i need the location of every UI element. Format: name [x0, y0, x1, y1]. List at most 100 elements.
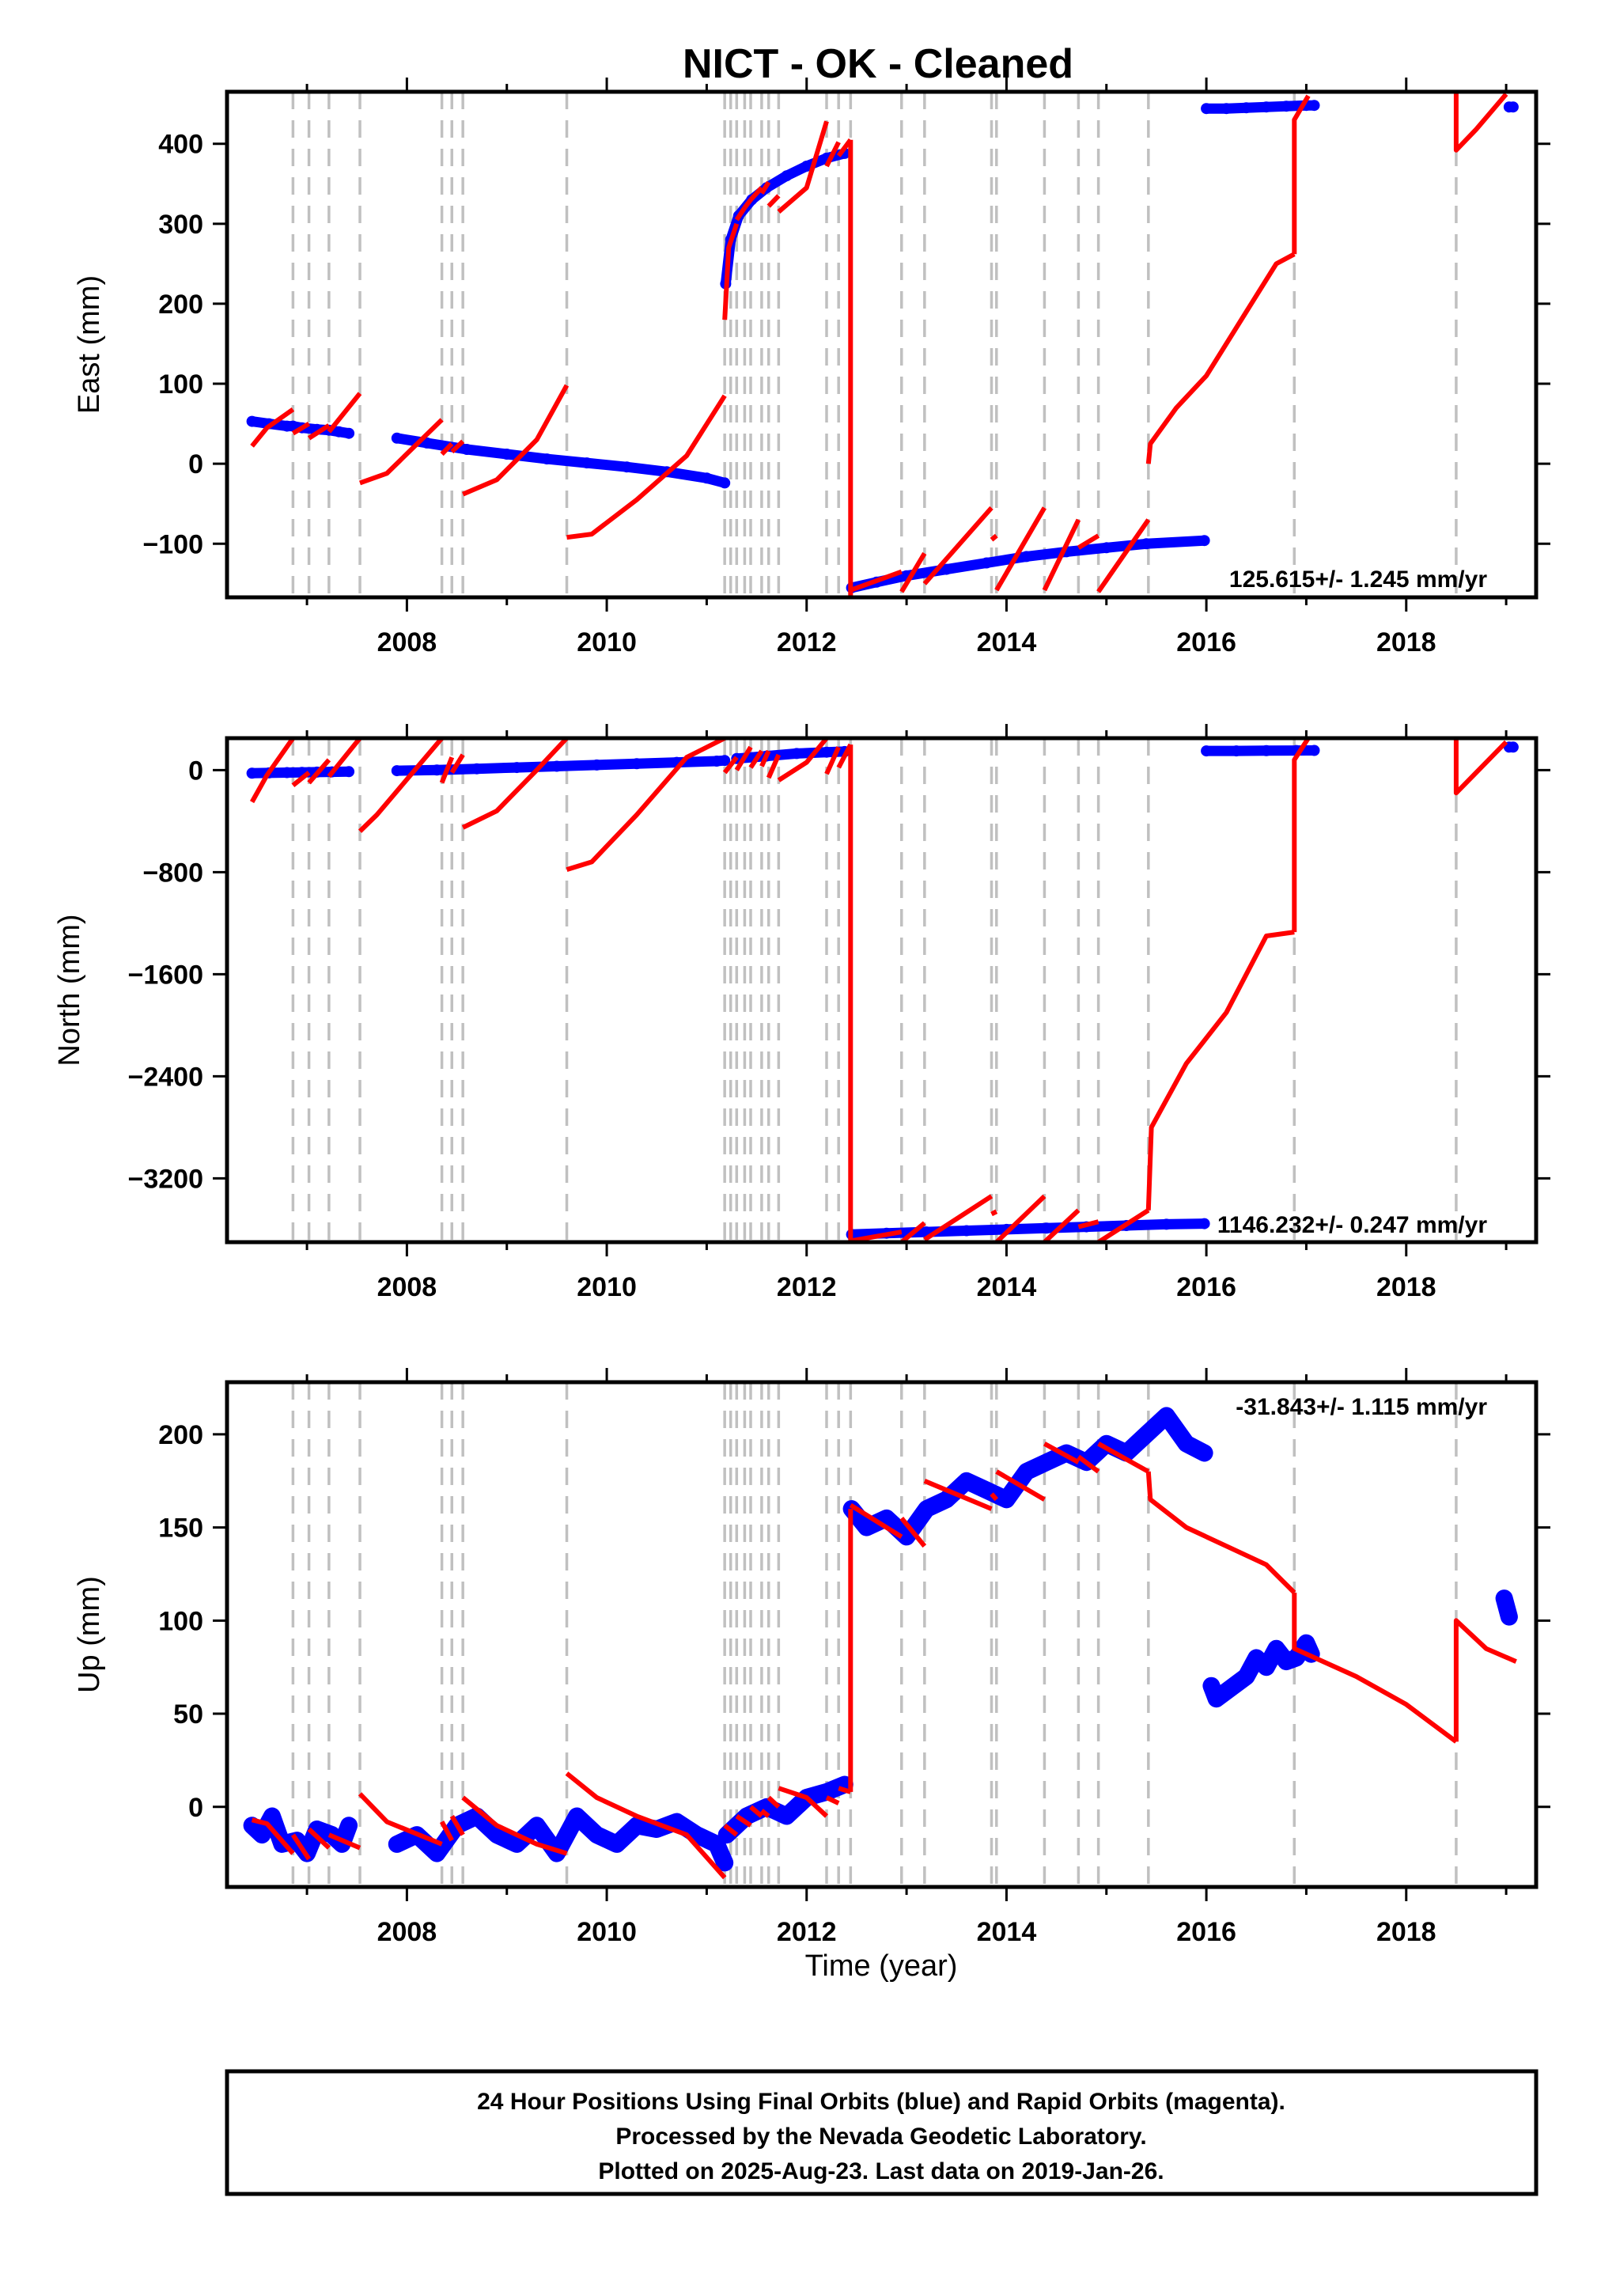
- x-tick-label: 2018: [1376, 627, 1436, 657]
- data-point: [791, 748, 803, 760]
- data-point: [471, 763, 483, 775]
- model-line: [824, 746, 841, 775]
- caption-box: 24 Hour Positions Using Final Orbits (bl…: [225, 2069, 1539, 2196]
- data-point: [779, 1809, 794, 1824]
- plot-area: [246, 92, 1519, 597]
- data-point: [879, 1510, 894, 1525]
- model-line: [327, 1832, 361, 1851]
- y-tick-label: −800: [142, 858, 203, 888]
- y-tick-label: −2400: [128, 1062, 204, 1092]
- data-point: [899, 1529, 914, 1544]
- model-line: [327, 392, 362, 434]
- data-point: [979, 1483, 994, 1498]
- model-line: [462, 384, 570, 497]
- model-line: [440, 441, 454, 457]
- model-line: [1042, 518, 1081, 592]
- data-point: [529, 1818, 544, 1833]
- caption-line-2: Processed by the Nevada Geodetic Laborat…: [615, 2124, 1146, 2150]
- data-point: [819, 1784, 834, 1799]
- data-point: [1019, 1464, 1034, 1479]
- data-point: [591, 759, 603, 771]
- model-line: [1145, 1471, 1296, 1595]
- data-point: [255, 1828, 270, 1843]
- data-point: [621, 461, 633, 473]
- model-line: [307, 1827, 331, 1850]
- y-tick-label: 0: [188, 1793, 203, 1823]
- model-line: [1292, 738, 1311, 933]
- data-point: [490, 1828, 505, 1843]
- model-line: [760, 1809, 770, 1818]
- data-point: [1239, 1669, 1254, 1684]
- data-point: [1240, 102, 1252, 114]
- model-line: [1097, 1442, 1150, 1474]
- data-point: [1249, 1650, 1264, 1665]
- data-point: [1221, 103, 1232, 115]
- data-point: [342, 1818, 357, 1833]
- data-point: [919, 1502, 934, 1517]
- model-line: [1453, 1618, 1517, 1742]
- model-line: [748, 749, 764, 769]
- x-tick-label: 2012: [777, 1272, 837, 1302]
- data-point: [719, 755, 731, 767]
- data-point: [1507, 101, 1519, 113]
- model-line: [759, 180, 771, 195]
- data-point: [959, 1473, 974, 1488]
- y-tick-label: −3200: [128, 1164, 204, 1194]
- data-point: [717, 1855, 732, 1870]
- y-tick-label: 100: [158, 1606, 203, 1636]
- model-line: [1043, 1442, 1080, 1464]
- plot-area: [246, 738, 1519, 1242]
- model-line: [291, 771, 311, 788]
- model-line: [1043, 1208, 1081, 1242]
- model-line: [461, 738, 569, 830]
- data-point: [689, 1828, 704, 1843]
- caption-line-3: Plotted on 2025-Aug-23. Last data on 201…: [598, 2158, 1164, 2184]
- model-line: [734, 745, 753, 771]
- data-point: [1289, 1650, 1304, 1665]
- model-line: [899, 1516, 927, 1548]
- model-line: [307, 758, 331, 785]
- model-line: [1453, 738, 1508, 796]
- x-tick-label: 2018: [1376, 1272, 1436, 1302]
- panel-east: 2008 2010 2012 2014 2016 2018 −100 0 100 200 300 40…: [73, 78, 1550, 657]
- x-tick-label: 2008: [377, 1272, 437, 1302]
- data-point: [1260, 744, 1272, 756]
- y-axis-label: North (mm): [53, 914, 86, 1066]
- model-line: [1096, 518, 1151, 593]
- model-line: [824, 141, 841, 168]
- model-line: [565, 1771, 727, 1880]
- data-point: [1160, 1218, 1172, 1230]
- model-line: [1292, 1593, 1458, 1744]
- data-point: [1501, 1609, 1516, 1624]
- data-point: [430, 1846, 445, 1861]
- data-point: [719, 477, 731, 489]
- x-tick-label: 2010: [577, 627, 637, 657]
- model-line: [566, 738, 726, 872]
- y-axis-label: Up (mm): [73, 1576, 106, 1693]
- data-point: [939, 1492, 954, 1507]
- data-point: [1039, 1455, 1054, 1470]
- data-point: [570, 1809, 585, 1824]
- y-tick-label: 0: [188, 449, 203, 479]
- model-line: [923, 1194, 994, 1242]
- data-point: [281, 767, 293, 779]
- panel-north: 2008 2010 2012 2014 2016 2018 −3200 −2400 −1600 −…: [53, 724, 1550, 1302]
- data-point: [1204, 1678, 1219, 1693]
- y-tick-label: 200: [158, 290, 203, 320]
- model-line: [327, 738, 362, 779]
- y-tick-label: 0: [188, 756, 203, 786]
- model-line: [1077, 533, 1100, 550]
- model-line: [995, 1469, 1046, 1502]
- x-tick-label: 2014: [977, 1272, 1037, 1302]
- x-tick-label: 2014: [977, 1917, 1037, 1947]
- model-line: [849, 1502, 903, 1539]
- model-line: [899, 551, 927, 593]
- data-point: [1198, 535, 1210, 547]
- model-line: [290, 1833, 312, 1861]
- data-point: [711, 756, 722, 767]
- data-point: [1231, 745, 1242, 757]
- model-line: [722, 222, 740, 320]
- rate-annotation: 1146.232+/- 0.247 mm/yr: [1217, 1212, 1487, 1238]
